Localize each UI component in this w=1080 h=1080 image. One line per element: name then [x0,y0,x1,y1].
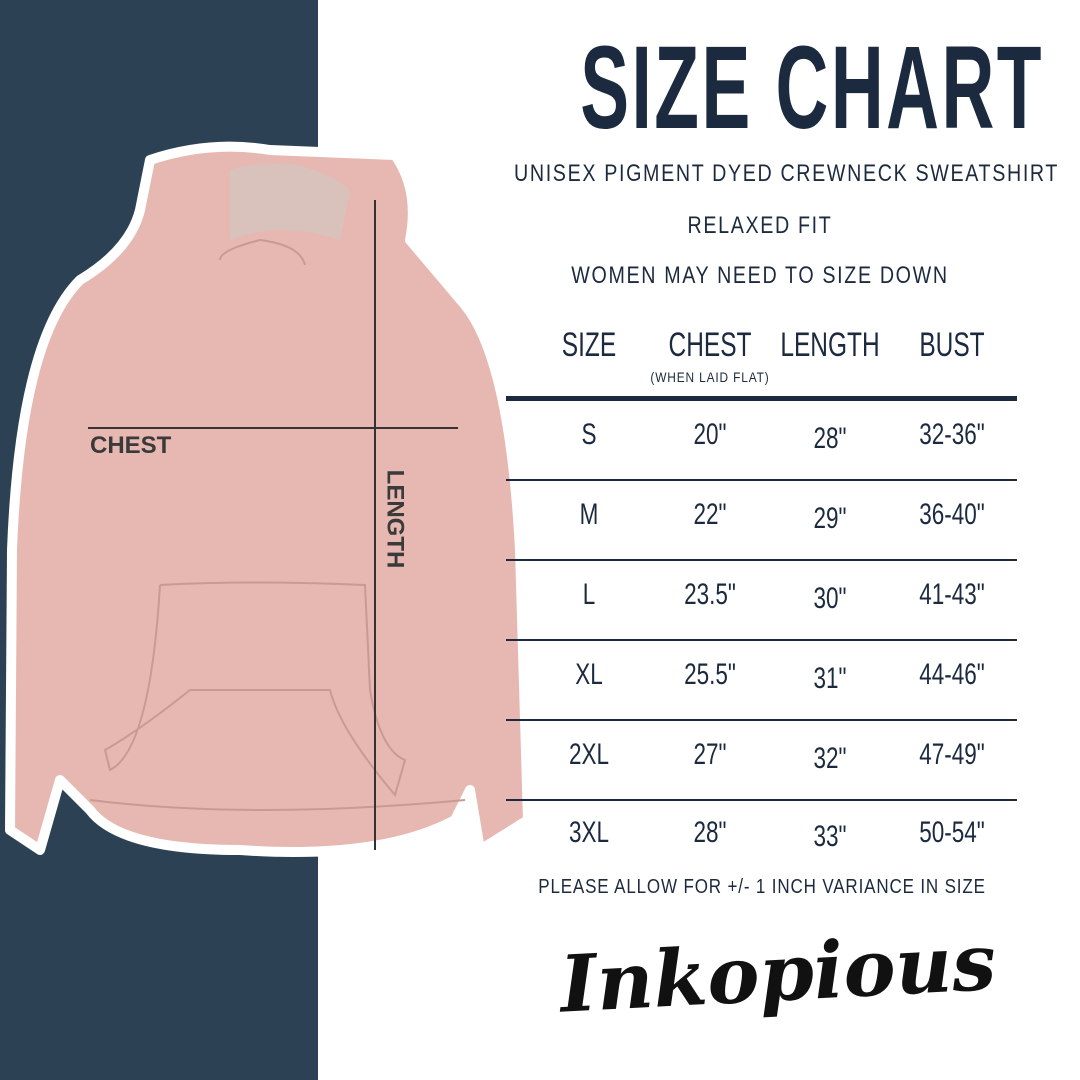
cell-size: 2XL [568,738,610,771]
row-divider [506,719,1017,721]
cell-size: L [582,578,596,611]
brand-logo: Inkopious [557,916,999,1031]
cell-chest: 25.5" [684,658,736,691]
chest-measure-label: CHEST [90,432,172,459]
cell-bust: 44-46" [919,658,985,691]
page-title: SIZE CHART [580,22,1044,154]
cell-bust: 32-36" [919,418,985,451]
cell-length: 30" [813,582,847,615]
header-divider [506,396,1017,401]
cell-size: 3XL [568,816,610,849]
variance-note: PLEASE ALLOW FOR +/- 1 INCH VARIANCE IN … [538,876,986,898]
header-chest: CHEST [668,326,752,364]
cell-length: 28" [813,422,847,455]
cell-chest: 28" [693,816,727,849]
hoodie-image [5,141,533,857]
row-divider [506,799,1017,801]
cell-length: 33" [813,820,847,853]
header-bust: BUST [919,326,985,364]
product-subtitle: UNISEX PIGMENT DYED CREWNECK SWEATSHIRT [514,160,1060,187]
cell-bust: 36-40" [919,498,985,531]
fit-subtitle: RELAXED FIT [687,212,833,239]
length-measure-label: LENGTH [381,469,409,569]
cell-chest: 27" [693,738,727,771]
cell-size: XL [575,658,603,691]
cell-size: S [581,418,597,451]
row-divider [506,639,1017,641]
cell-bust: 47-49" [919,738,985,771]
cell-bust: 41-43" [919,578,985,611]
cell-chest: 23.5" [684,578,736,611]
cell-chest: 20" [693,418,727,451]
cell-chest: 22" [693,498,727,531]
sizing-advice: WOMEN MAY NEED TO SIZE DOWN [571,262,949,289]
header-length: LENGTH [780,326,880,364]
cell-bust: 50-54" [919,816,985,849]
header-size: SIZE [561,326,617,364]
cell-length: 32" [813,742,847,775]
cell-length: 31" [813,662,847,695]
cell-length: 29" [813,502,847,535]
chest-note: (WHEN LAID FLAT) [650,369,770,385]
cell-size: M [579,498,599,531]
row-divider [506,559,1017,561]
row-divider [506,479,1017,481]
